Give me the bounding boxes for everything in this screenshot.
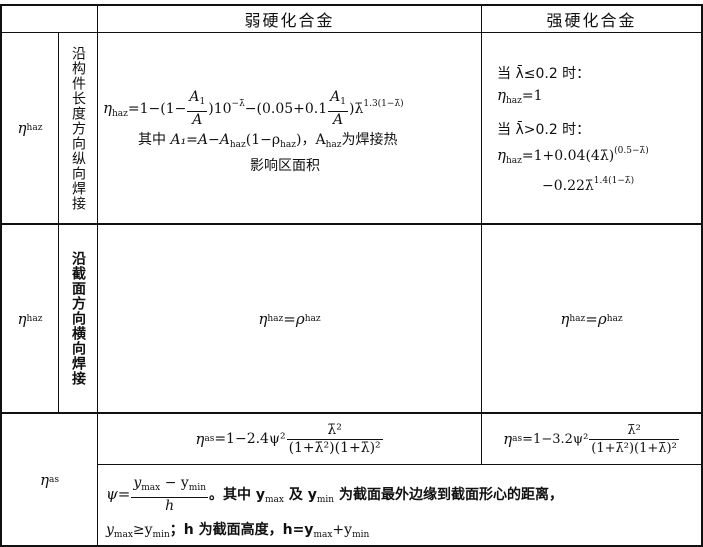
rule-bottom: [0, 545, 703, 547]
row2-weak-formula: η haz = ρ haz: [258, 309, 321, 328]
row1-weak-note: 其中 A₁=A−Ahaz(1−ρhaz)，Ahaz为焊接热: [138, 132, 398, 150]
row3-weak-formula: η as =1−2.4ψ² λ̄² (1+λ̄²)(1+λ̄)²: [195, 421, 383, 456]
row1-strong-eq2: ηhaz=1+0.04(4λ̄)(0.5−λ̄): [497, 146, 649, 166]
rule-top: [0, 4, 703, 6]
row2-strong-formula: η haz = ρ haz: [560, 309, 623, 328]
row1-strong-cond1: 当 λ̄≤0.2 时：: [497, 66, 591, 82]
rule-row3-inner: [97, 464, 703, 465]
row1-strong-eq2-line2: −0.22λ̄1.4(1−λ̄): [542, 176, 635, 194]
rule-mid: [481, 4, 482, 464]
rule-header: [0, 32, 703, 33]
header-strong-alloy: 强硬化合金: [546, 11, 637, 30]
row3-note-line2: ymax≥ymin；h 为截面高度，h=ymax+ymin: [106, 522, 370, 540]
rule-left: [0, 4, 2, 547]
header-weak-alloy: 弱硬化合金: [244, 11, 335, 30]
row1-weak-formula: ηhaz=1−(1− A1 A)10−λ̄−(0.05+0.1 A1 A)λ̄1.3(1…: [98, 33, 481, 223]
row1-strong-cond2: 当 λ̄>0.2 时：: [497, 122, 591, 138]
row3-note-line1: ψ= ymax − ymin h 。其中 ymax 及 ymin 为截面最外边缘到截面…: [106, 475, 563, 514]
row1-strong-eq1: ηhaz=1: [497, 86, 543, 106]
row2-direction: 沿截面方向横向焊接: [70, 251, 86, 386]
row1-param: η haz: [17, 119, 43, 137]
row3-note: ψ= ymax − ymin h 。其中 ymax 及 ymin 为截面最外边缘到截面…: [98, 465, 701, 545]
row1-weak-note-line2: 影响区面积: [250, 158, 320, 174]
rule-row1: [0, 223, 703, 225]
row1-weak-eq: ηhaz=1−(1− A1 A)10−λ̄−(0.05+0.1 A1 A)λ̄1.3(1…: [103, 89, 404, 128]
row3-strong-formula: η as =1−3.2ψ² λ̄² (1+λ̄²)(1+λ̄)²: [503, 422, 679, 456]
rule-right: [701, 4, 703, 547]
rule-param: [58, 32, 59, 412]
row3-param: η as: [40, 470, 59, 489]
rule-row2: [0, 412, 703, 414]
row1-strong-formula: 当 λ̄≤0.2 时： ηhaz=1 当 λ̄>0.2 时： ηhaz=1+0.…: [482, 33, 701, 223]
rule-dir: [97, 4, 98, 547]
row2-param: η haz: [17, 309, 43, 328]
row1-direction: 沿构件长度方向纵向焊接: [70, 45, 86, 211]
